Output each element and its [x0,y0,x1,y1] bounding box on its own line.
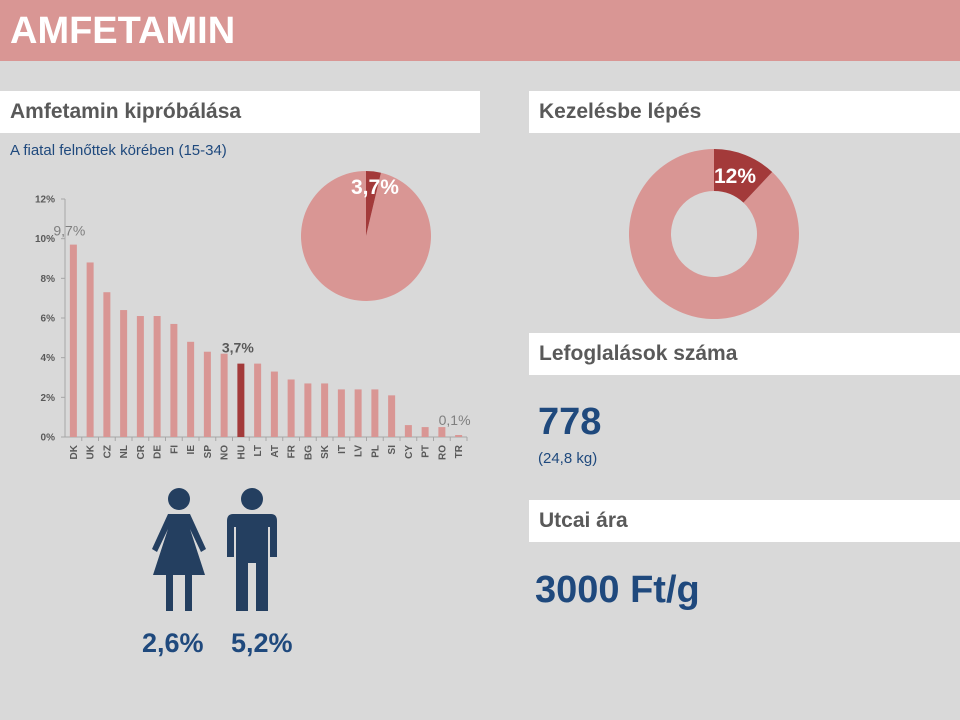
bar-hu [237,363,245,437]
street-price: 3000 Ft/g [535,569,700,611]
x-tick-label: PL [370,445,381,458]
bar-ie [187,341,195,437]
bar-fr [287,379,295,437]
y-tick-label: 12% [35,195,55,206]
bar-ro [438,427,446,437]
bar-dk [69,244,77,437]
x-tick-label: LT [253,445,264,456]
treatment-heading-box: Kezelésbe lépés [529,91,960,133]
x-tick-label: AT [270,445,281,458]
x-tick-label: SI [387,445,398,455]
pie-value-label: 3,7% [351,176,399,199]
bar-tr [455,435,463,437]
bar-sp [203,351,211,437]
x-tick-label: LV [354,445,365,457]
x-tick-label: TR [454,444,465,458]
bar-uk [86,262,94,437]
data-label: 9,7% [53,223,85,239]
bar-bg [304,383,312,437]
data-label: 3,7% [222,340,254,356]
bar-sk [321,383,329,437]
x-tick-label: SK [320,444,331,459]
bar-pt [421,427,429,437]
x-tick-label: SP [203,445,214,459]
trial-subtitle: A fiatal felnőttek körében (15-34) [10,142,227,159]
data-label: 0,1% [439,412,471,428]
seizures-weight: (24,8 kg) [538,450,598,467]
x-tick-label: IT [337,445,348,454]
bar-lt [254,363,262,437]
bar-cz [103,292,111,437]
y-tick-label: 6% [41,314,56,325]
price-heading-box: Utcai ára [529,500,960,542]
bar-de [153,316,161,437]
bar-cy [404,425,412,437]
x-tick-label: IE [186,445,197,455]
trial-heading: Amfetamin kipróbálása [10,100,242,123]
x-tick-label: PT [421,445,432,458]
x-tick-label: NL [119,445,130,458]
y-tick-label: 0% [41,433,56,444]
bar-pl [371,389,379,437]
x-tick-label: BG [303,445,314,460]
x-tick-label: DE [153,445,164,459]
bar-at [270,371,278,437]
x-tick-label: CR [136,444,147,459]
trial-heading-box: Amfetamin kipróbálása [0,91,480,133]
y-tick-label: 2% [41,393,56,404]
y-tick-label: 10% [35,234,55,245]
x-tick-label: RO [437,445,448,460]
x-tick-label: NO [220,445,231,460]
donut-value-label: 12% [714,165,757,188]
x-tick-label: DK [69,444,80,459]
bar-nl [120,310,128,437]
x-tick-label: FR [287,444,298,458]
y-tick-label: 4% [41,353,56,364]
seizures-heading-box: Lefoglalások száma [529,333,960,375]
bar-cr [136,316,144,437]
bar-no [220,353,228,437]
x-tick-label: CZ [102,445,113,458]
female-icon [152,488,206,611]
male-percent: 5,2% [231,628,293,658]
bar-si [388,395,396,437]
title-banner: AMFETAMIN [0,0,960,61]
x-tick-label: UK [86,444,97,459]
seizures-count: 778 [538,401,602,443]
page-title: AMFETAMIN [10,10,236,52]
bar-it [337,389,345,437]
x-tick-label: FI [169,445,180,454]
male-icon [227,488,277,611]
price-heading: Utcai ára [539,509,628,532]
x-tick-label: HU [236,445,247,459]
treatment-heading: Kezelésbe lépés [539,100,702,123]
female-percent: 2,6% [142,628,204,658]
bar-fi [170,323,178,437]
seizures-heading: Lefoglalások száma [539,342,738,365]
y-tick-label: 8% [41,274,56,285]
bar-lv [354,389,362,437]
x-tick-label: CY [404,445,415,459]
